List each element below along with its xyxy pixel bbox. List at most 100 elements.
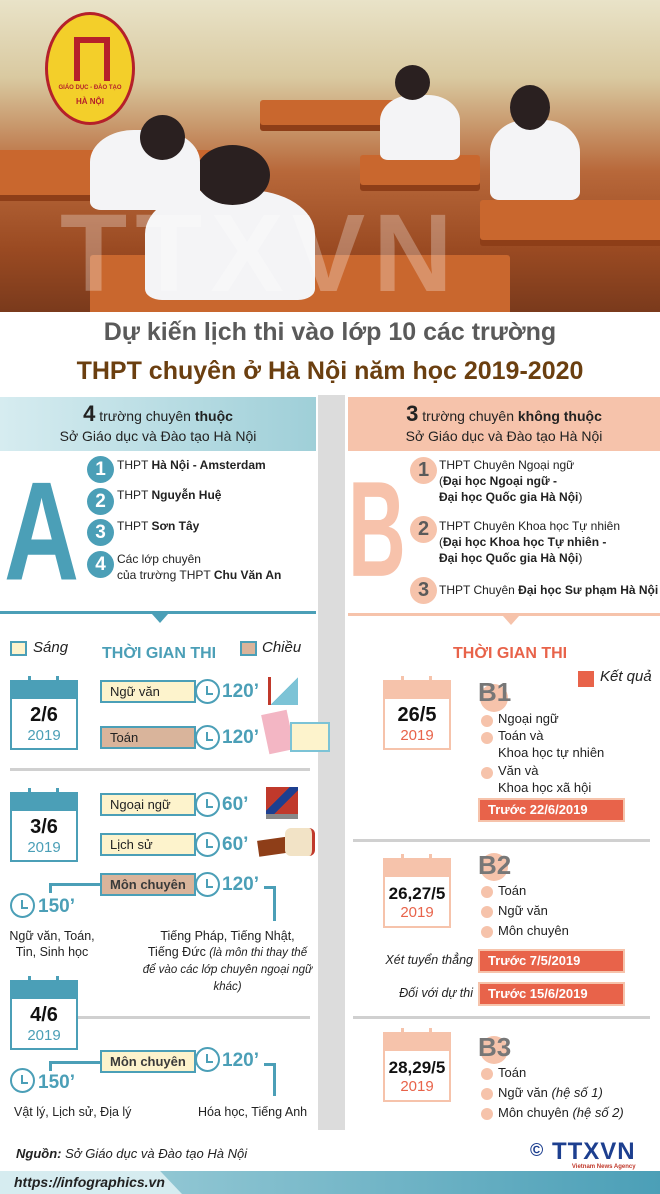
round-subject: Ngữ văn: [498, 903, 548, 918]
calendar-icon: 26/5 2019: [383, 676, 451, 750]
exam-year: 2019: [27, 839, 61, 856]
school-item: THPT Sơn Tây: [117, 518, 199, 534]
result-date: Trước 22/6/2019: [478, 798, 625, 822]
bullet: [481, 906, 493, 918]
coefficient: (hệ số 1): [551, 1085, 603, 1100]
school-item: Các lớp chuyên của trường THPT Chu Văn An: [117, 551, 281, 583]
subheading: Sở Giáo dục và Đào tạo Hà Nội: [405, 428, 603, 444]
number-badge: 4: [87, 551, 114, 578]
school-prefix: THPT Chuyên Khoa học Tự nhiên: [439, 519, 621, 533]
arrow-down-icon: [152, 614, 168, 623]
subjects-150: Vật lý, Lịch sử, Địa lý: [14, 1105, 132, 1119]
result-label: Đối với dự thi: [399, 986, 473, 1000]
exam-subject: Toán: [100, 726, 196, 749]
bullet: [481, 1088, 493, 1100]
school-item: THPT Hà Nội - Amsterdam: [117, 457, 266, 473]
calendar-icon: 3/6 2019: [10, 788, 78, 862]
legend-morning: Sáng: [33, 639, 69, 656]
exam-year: 2019: [400, 727, 434, 744]
bullet: [481, 767, 493, 779]
school-prefix: THPT Chuyên Ngoại ngữ: [439, 458, 575, 472]
clock-icon: [195, 1047, 220, 1072]
school-prefix: THPT: [117, 488, 152, 502]
group-a-letter: A: [4, 453, 80, 611]
school-item: THPT Nguyễn Huệ: [117, 487, 221, 503]
ruler-compass-icon: [268, 677, 298, 705]
school-name: Đại học Khoa học Tự nhiên -: [443, 535, 607, 549]
exam-year: 2019: [27, 727, 61, 744]
round-subject: Môn chuyên: [498, 1105, 573, 1120]
result-date: Trước 15/6/2019: [478, 982, 625, 1006]
calendar-icon: 26,27/5 2019: [383, 854, 451, 928]
legend-result-swatch: [578, 671, 594, 687]
exam-date: 28,29/5: [388, 1058, 446, 1077]
school-name: Hà Nội - Amsterdam: [151, 458, 266, 472]
exam-subject: Môn chuyên: [100, 1050, 196, 1073]
alt-duration: 150’: [38, 896, 75, 917]
exam-duration: 120’: [222, 1050, 259, 1071]
source: Nguồn: Sở Giáo dục và Đào tạo Hà Nội: [16, 1146, 247, 1161]
connector: [264, 886, 276, 889]
arrow-down-icon: [503, 616, 519, 625]
alt-duration: 150’: [38, 1072, 75, 1093]
title-line-2: THPT chuyên ở Hà Nội năm học 2019-2020: [76, 357, 584, 385]
exam-subject: Ngữ văn: [100, 680, 196, 703]
website-link[interactable]: https://infographics.vn: [0, 1171, 182, 1194]
school-prefix: THPT: [117, 458, 152, 472]
bullet: [481, 1068, 493, 1080]
section-separator: [0, 611, 316, 614]
calendar-icon: 4/6 2019: [10, 976, 78, 1050]
exam-year: 2019: [400, 1078, 434, 1095]
exam-date: 26,27/5: [388, 884, 446, 903]
clock-icon: [195, 872, 220, 897]
notebook-icon: [290, 722, 330, 752]
number-badge: 1: [87, 456, 114, 483]
connector: [49, 883, 101, 886]
diploma-icon: [285, 828, 315, 856]
connector: [49, 883, 52, 893]
bullet: [481, 886, 493, 898]
round-badge-bg: [480, 853, 508, 881]
column-divider: [318, 395, 345, 1130]
round-subject: Ngoại ngữ: [498, 711, 559, 726]
logo-text: GIÁO DỤC - ĐÀO TẠO: [58, 85, 122, 91]
heading-bold: không thuộc: [517, 408, 602, 424]
clock-icon: [195, 832, 220, 857]
connector: [49, 1061, 101, 1064]
school-prefix: THPT: [117, 519, 152, 533]
legend-afternoon: Chiều: [262, 639, 302, 656]
divider: [353, 1016, 650, 1019]
logo: GIÁO DỤC - ĐÀO TẠO HÀ NỘI: [45, 12, 135, 125]
school-item: THPT Chuyên Khoa học Tự nhiên (Đại học Kh…: [439, 519, 621, 565]
ttxvn-logo: © TTXVN Vietnam News Agency: [530, 1138, 636, 1171]
connector: [264, 1063, 276, 1066]
source-text: Sở Giáo dục và Đào tạo Hà Nội: [61, 1146, 248, 1161]
clock-icon: [10, 1068, 35, 1093]
connector: [49, 1061, 52, 1071]
exam-year: 2019: [27, 1027, 61, 1044]
school-item: THPT Chuyên Đại học Sư phạm Hà Nội: [439, 582, 658, 598]
school-name: Đại học Ngoại ngữ -: [443, 474, 558, 488]
round-subject-block: Môn chuyên (hệ số 2): [498, 1104, 624, 1121]
subjects-120-block: Tiếng Pháp, Tiếng Nhật, Tiếng Đức (là mô…: [140, 928, 315, 995]
round-subject: Ngữ văn: [498, 1085, 552, 1100]
school-name: Đại học Sư phạm Hà Nội: [518, 583, 659, 597]
count: 4: [83, 401, 96, 426]
school-name: Sơn Tây: [151, 519, 200, 533]
bullet: [481, 715, 493, 727]
legend-afternoon-swatch: [240, 641, 257, 656]
exam-year: 2019: [400, 904, 434, 921]
heading-bold: thuộc: [194, 408, 233, 424]
school-item: THPT Chuyên Ngoại ngữ (Đại học Ngoại ngữ …: [439, 458, 583, 504]
divider: [78, 1016, 310, 1019]
clock-icon: [195, 725, 220, 750]
result-date: Trước 7/5/2019: [478, 949, 625, 973]
legend-result: Kết quả: [600, 668, 652, 685]
school-name: Đại học Quốc gia Hà Nội: [439, 490, 579, 504]
connector: [273, 886, 276, 921]
number-badge: 2: [410, 516, 437, 543]
number-badge: 3: [87, 519, 114, 546]
exam-date: 2/6: [30, 704, 58, 726]
subjects-120: Hóa học, Tiếng Anh: [198, 1105, 308, 1119]
heading-text: trường chuyên: [418, 408, 518, 424]
